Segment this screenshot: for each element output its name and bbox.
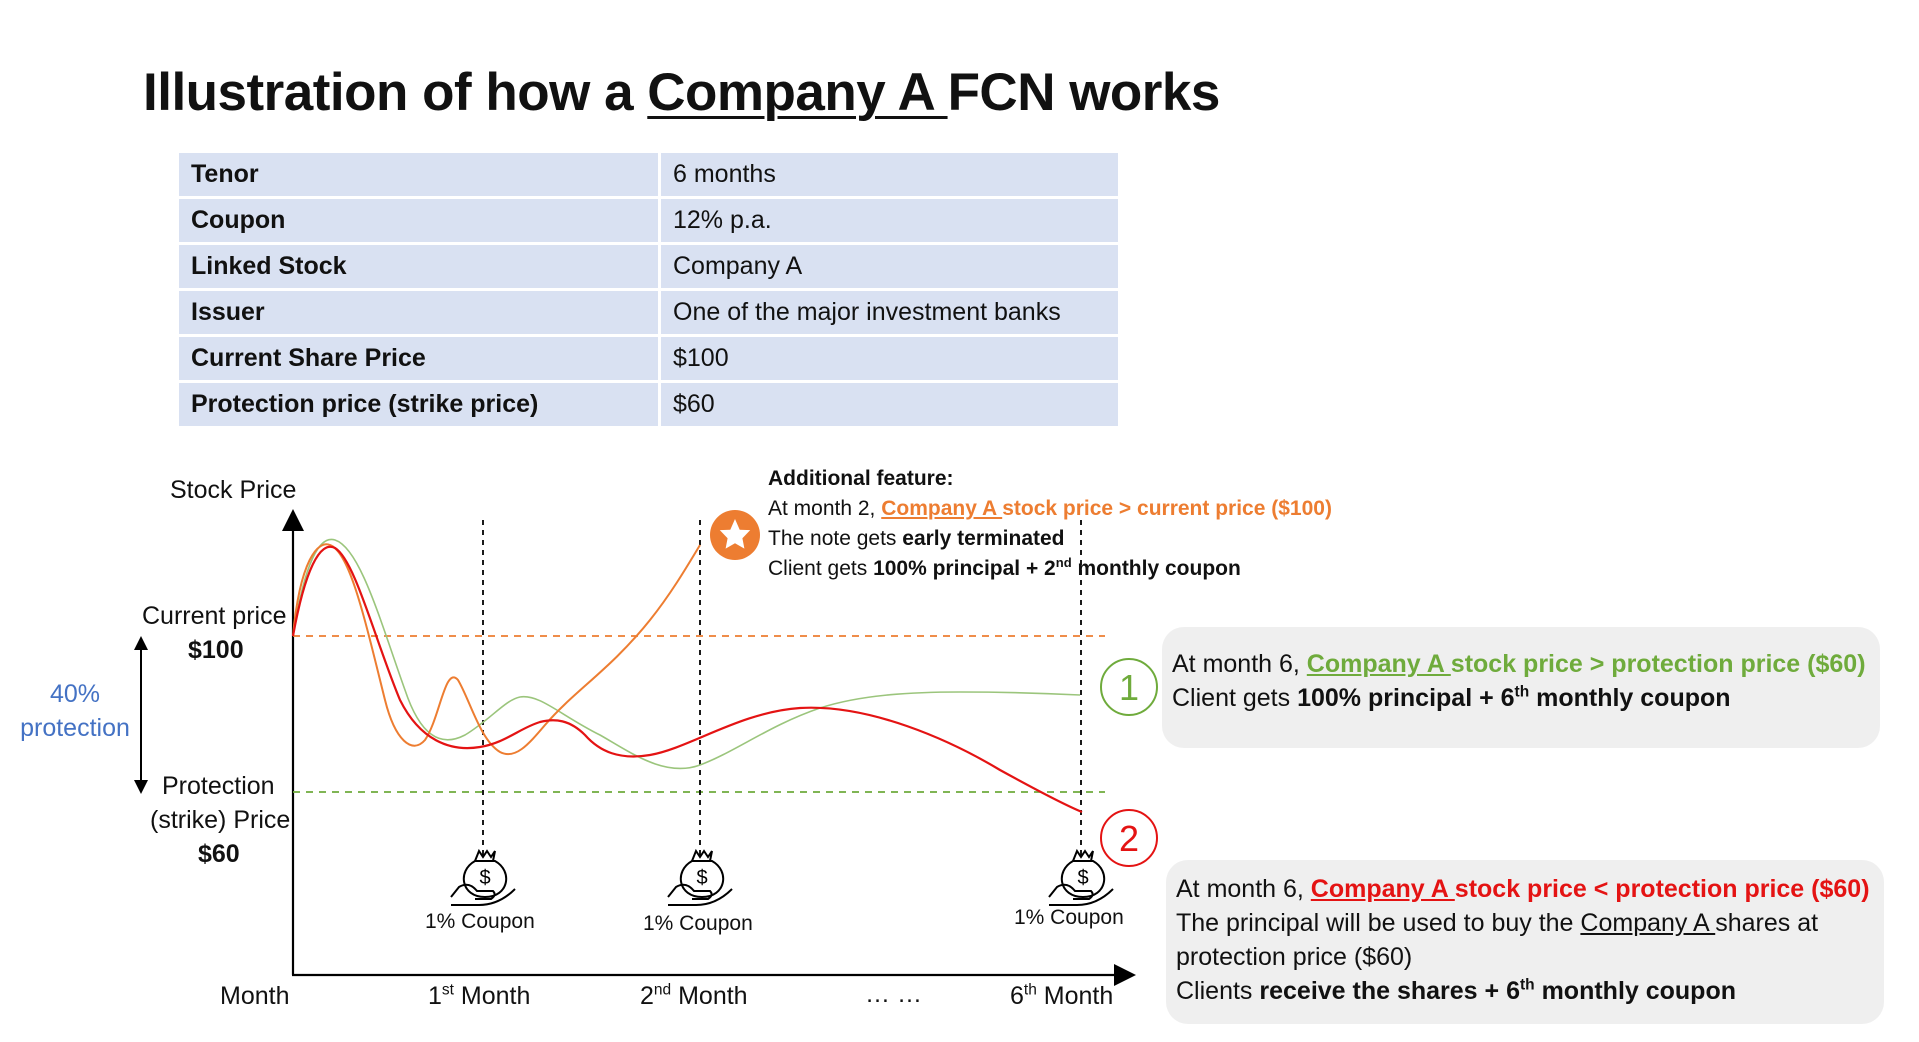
money-bag-hand-icon (450, 850, 516, 906)
x-axis-label: Month (220, 982, 290, 1010)
svg-text:2: 2 (1119, 818, 1139, 859)
term-value: $60 (661, 383, 1118, 426)
green-price-path (292, 538, 1081, 770)
scenario2-line1: At month 6, Company A stock price < prot… (1176, 875, 1870, 903)
term-value: $100 (661, 337, 1118, 380)
current-price-value: $100 (188, 636, 244, 664)
scenario1-marker: 1 (1100, 658, 1158, 716)
additional-feature-note: Additional feature: At month 2, Company … (768, 464, 1332, 584)
term-label: Tenor (179, 153, 658, 196)
scenario2-box: At month 6, Company A stock price < prot… (1166, 860, 1884, 1024)
scenario1-box: At month 6, Company A stock price > prot… (1162, 627, 1880, 748)
term-value: 12% p.a. (661, 199, 1118, 242)
terms-table: Tenor 6 months Coupon 12% p.a. Linked Stoc… (176, 150, 1121, 429)
term-value: Company A (661, 245, 1118, 288)
x-tick-ellipsis: … … (865, 980, 922, 1008)
term-value: 6 months (661, 153, 1118, 196)
x-tick-month6: 6th Month (1010, 981, 1114, 1010)
term-label: Current Share Price (179, 337, 658, 380)
red-price-path (291, 545, 1083, 814)
protection-word: protection (20, 714, 130, 742)
coupon-label: 1% Coupon (643, 912, 753, 935)
table-row: Coupon 12% p.a. (179, 199, 1118, 242)
feature-line1: At month 2, Company A stock price > curr… (768, 497, 1332, 520)
money-bag-hand-icon (1048, 850, 1114, 906)
feature-line2: The note gets early terminated (768, 527, 1065, 550)
feature-heading: Additional feature: (768, 467, 954, 490)
table-row: Tenor 6 months (179, 153, 1118, 196)
table-row: Protection price (strike price) $60 (179, 383, 1118, 426)
protection-value: $60 (198, 840, 240, 868)
scenario2-marker: 2 (1100, 809, 1158, 867)
term-label: Issuer (179, 291, 658, 334)
protection-label-line2: (strike) Price (150, 806, 291, 834)
protection-percent: 40% (49, 680, 101, 708)
scenario2-line4: Clients receive the shares + 6th monthly… (1176, 976, 1736, 1005)
money-bag-hand-icon (667, 850, 733, 906)
table-row: Linked Stock Company A (179, 245, 1118, 288)
current-price-label: Current price (142, 602, 287, 630)
table-row: Current Share Price $100 (179, 337, 1118, 380)
star-icon (710, 510, 760, 560)
x-tick-month2: 2nd Month (640, 981, 748, 1010)
page-title: Illustration of how a Company A FCN work… (143, 63, 1220, 122)
protection-label-line1: Protection (162, 772, 275, 800)
term-label: Coupon (179, 199, 658, 242)
protection-range-arrow (134, 636, 148, 794)
y-axis-label: Stock Price (170, 476, 297, 504)
svg-text:1: 1 (1119, 667, 1139, 708)
feature-line3: Client gets 100% principal + 2nd monthly… (768, 555, 1241, 580)
scenario1-line1: At month 6, Company A stock price > prot… (1172, 650, 1866, 678)
coupon-label: 1% Coupon (1014, 906, 1124, 929)
scenario2-line2: The principal will be used to buy the Co… (1176, 909, 1819, 937)
x-tick-month1: 1st Month (428, 981, 531, 1010)
term-label: Protection price (strike price) (179, 383, 658, 426)
table-row: Issuer One of the major investment banks (179, 291, 1118, 334)
term-label: Linked Stock (179, 245, 658, 288)
scenario2-line3: protection price ($60) (1176, 943, 1413, 971)
scenario1-line2: Client gets 100% principal + 6th monthly… (1172, 683, 1731, 712)
term-value: One of the major investment banks (661, 291, 1118, 334)
title-company: Company A (647, 63, 948, 122)
orange-price-path (292, 543, 701, 755)
coupon-label: 1% Coupon (425, 910, 535, 933)
